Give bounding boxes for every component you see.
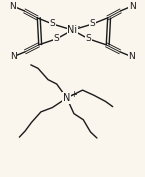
Text: S: S bbox=[50, 19, 55, 28]
Text: S: S bbox=[90, 19, 95, 28]
Text: N: N bbox=[10, 2, 16, 10]
Text: S: S bbox=[54, 34, 60, 43]
Text: S: S bbox=[85, 34, 91, 43]
Text: Ni: Ni bbox=[67, 25, 78, 35]
Text: N: N bbox=[129, 2, 135, 10]
Text: N: N bbox=[128, 52, 135, 61]
Text: +: + bbox=[70, 90, 77, 99]
Text: N: N bbox=[10, 52, 17, 61]
Text: N: N bbox=[63, 93, 70, 103]
Text: ·: · bbox=[77, 21, 81, 35]
